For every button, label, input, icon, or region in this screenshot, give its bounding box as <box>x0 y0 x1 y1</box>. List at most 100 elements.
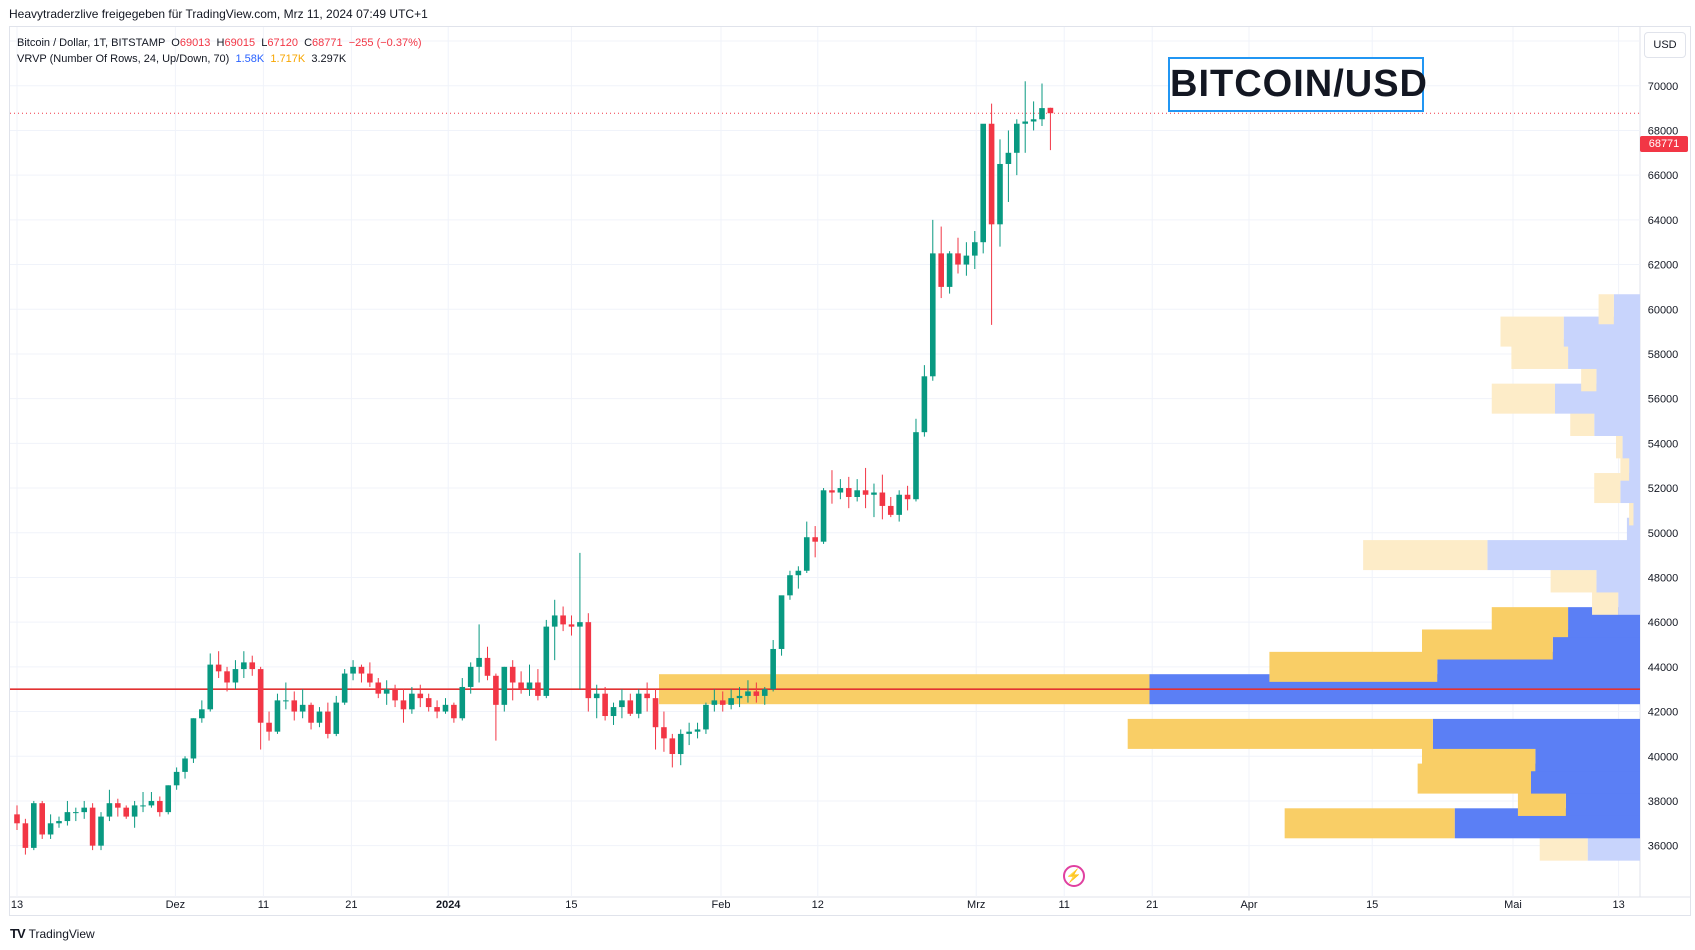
candle-body <box>551 615 558 627</box>
candle-body <box>215 664 222 672</box>
flash-icon[interactable]: ⚡ <box>1063 865 1085 887</box>
y-tick-label: 68000 <box>1648 125 1679 137</box>
candle-body <box>157 800 163 813</box>
candle-body <box>568 624 575 627</box>
brand-name: TradingView <box>28 926 95 941</box>
x-tick-label: 13 <box>1612 899 1624 911</box>
candle-body <box>661 727 667 739</box>
candle-body <box>736 695 743 699</box>
candle-body <box>434 707 440 712</box>
candle-body <box>14 814 20 824</box>
candle-body <box>535 682 541 696</box>
legend-close-label: C <box>304 37 313 49</box>
candle-body <box>375 682 382 694</box>
candle-body <box>47 823 54 835</box>
candle-body <box>224 671 230 683</box>
vp-down-bar <box>1363 540 1488 571</box>
candle-body <box>350 666 356 674</box>
vp-down-bar <box>1620 450 1630 481</box>
legend-open: 69013 <box>179 37 211 49</box>
candle-body <box>787 575 793 596</box>
candle-body <box>921 376 928 433</box>
candle-body <box>543 626 550 696</box>
vp-up-bar <box>1487 540 1640 571</box>
candle-body <box>325 711 331 734</box>
candle-body <box>913 432 919 500</box>
y-tick-label: 52000 <box>1648 483 1679 495</box>
candle-body <box>442 704 449 712</box>
x-tick-label: 15 <box>565 899 577 911</box>
y-tick-label: 40000 <box>1648 751 1679 763</box>
candle-body <box>509 666 516 683</box>
candle-body <box>266 722 272 732</box>
candle-body <box>652 698 659 728</box>
x-tick-label: 11 <box>1058 899 1069 911</box>
candle-body <box>677 733 684 755</box>
candle-body <box>190 718 197 759</box>
vp-down-bar <box>1269 651 1438 682</box>
candle-body <box>753 691 760 696</box>
candle-body <box>560 615 566 625</box>
tradingview-logo-icon: TV <box>10 926 26 941</box>
candle-body <box>274 700 281 732</box>
candle-body <box>64 812 71 822</box>
last-price-label: 68771 <box>1640 136 1688 152</box>
vrvp-down: 1.717K <box>270 53 306 65</box>
candle-body <box>56 821 62 824</box>
candle-body <box>207 664 214 710</box>
candle-body <box>199 709 205 719</box>
candle-body <box>879 492 886 506</box>
time-axis: 13 Dez 11 21 2024 15 Feb 12 Mrz 11 21 Apr 15 Mai 13 <box>11 899 1625 911</box>
y-tick-label: 60000 <box>1648 304 1679 316</box>
vp-up-bar <box>1633 495 1640 526</box>
x-tick-label: 21 <box>1146 899 1158 911</box>
legend-symbol-row: Bitcoin / Dollar, 1T, BITSTAMP O69013 H6… <box>17 35 422 51</box>
candle-body <box>980 123 986 243</box>
candle-body <box>610 707 617 717</box>
chart-pane[interactable] <box>9 26 1691 916</box>
chart-title-box[interactable]: BITCOIN/USD <box>1168 57 1427 112</box>
vrvp-up: 1.58K <box>235 53 265 65</box>
candle-body <box>896 494 902 515</box>
candle-body <box>1022 121 1029 124</box>
legend-symbol[interactable]: Bitcoin / Dollar, 1T, BITSTAMP <box>17 37 166 49</box>
legend-low: 67120 <box>267 37 298 49</box>
candle-body <box>871 492 877 495</box>
vp-up-bar <box>1629 450 1640 481</box>
candle-body <box>887 505 894 515</box>
candle-body <box>904 494 911 500</box>
vrvp-total: 3.297K <box>311 53 347 65</box>
candle-body <box>291 700 298 712</box>
chart-legend: Bitcoin / Dollar, 1T, BITSTAMP O69013 H6… <box>17 35 422 67</box>
legend-high: 69015 <box>224 37 256 49</box>
x-tick-label: Feb <box>712 899 731 911</box>
tradingview-brand[interactable]: TV TradingView <box>10 926 95 941</box>
candle-body <box>1014 123 1020 153</box>
y-tick-label: 56000 <box>1648 394 1679 406</box>
candle-body <box>115 803 121 808</box>
candle-body <box>73 812 79 814</box>
currency-button[interactable]: USD <box>1644 32 1686 58</box>
candle-body <box>820 490 827 542</box>
vp-up-bar <box>1613 294 1640 325</box>
candle-body <box>341 673 348 703</box>
vp-down-bar <box>1629 495 1634 526</box>
candle-body <box>803 537 810 571</box>
vp-down-bar <box>1491 607 1569 638</box>
vp-down-bar <box>1284 808 1455 839</box>
candle-body <box>409 693 415 710</box>
candle-body <box>89 807 96 846</box>
candle-body <box>81 807 88 813</box>
x-tick-label: 13 <box>11 899 23 911</box>
vp-down-bar <box>1500 316 1564 347</box>
y-tick-label: 58000 <box>1648 349 1679 361</box>
candle-body <box>593 693 600 699</box>
vp-down-bar <box>1491 383 1555 414</box>
candle-body <box>467 666 474 687</box>
y-tick-label: 64000 <box>1648 215 1679 227</box>
candle-body <box>333 702 340 734</box>
candle-body <box>316 711 323 723</box>
vrvp-label[interactable]: VRVP (Number Of Rows, 24, Up/Down, 70) <box>17 53 230 65</box>
x-tick-label: Mai <box>1504 899 1522 911</box>
